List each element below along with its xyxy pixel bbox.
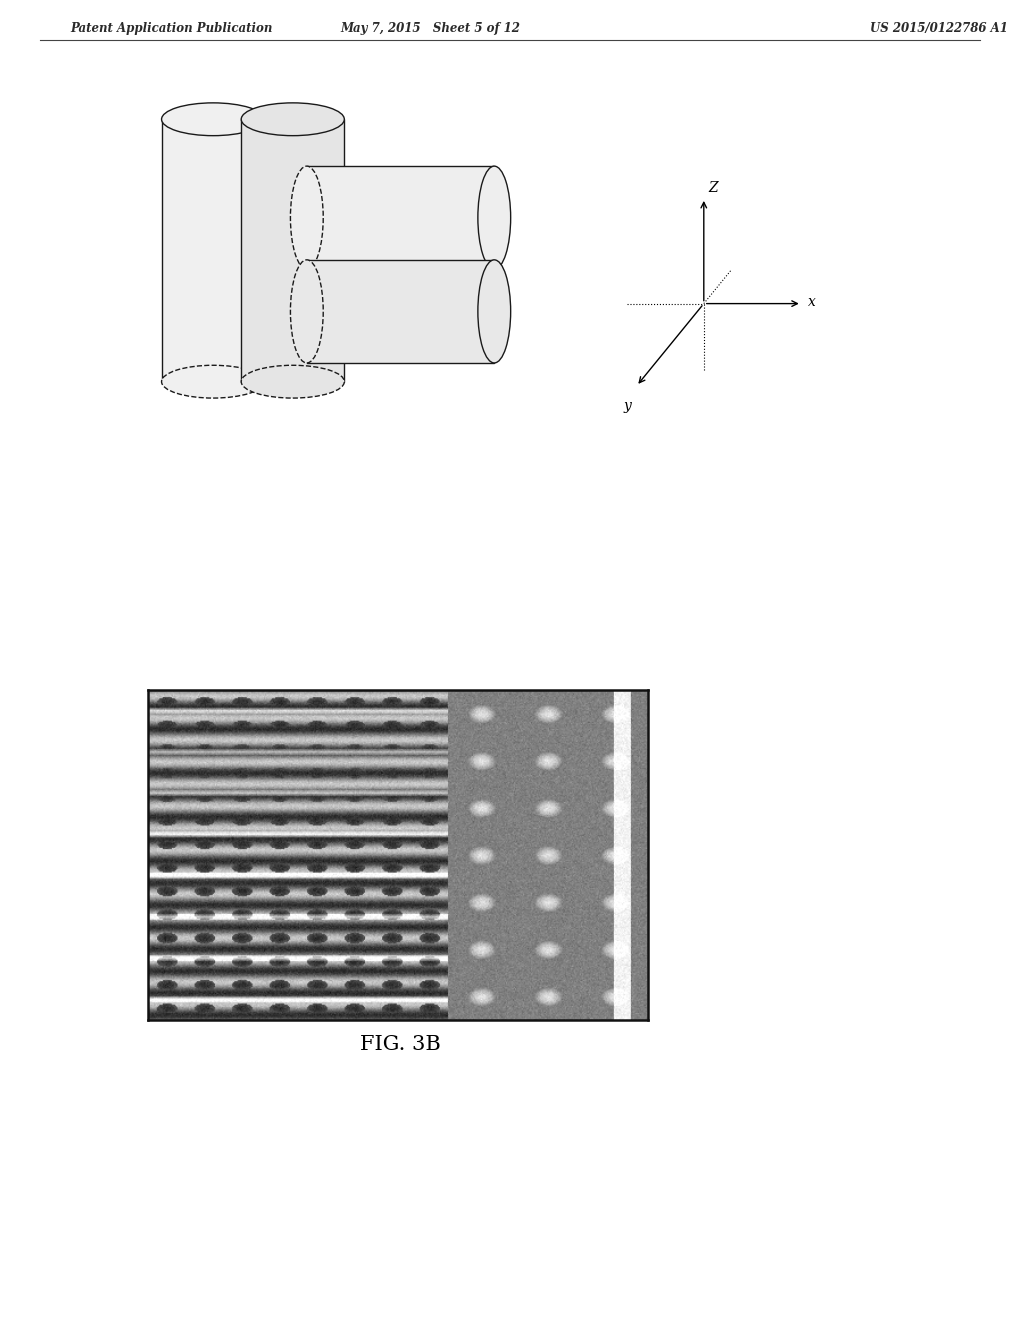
Ellipse shape xyxy=(161,366,264,399)
Text: FIG. 3B: FIG. 3B xyxy=(360,1035,440,1053)
Polygon shape xyxy=(307,260,494,363)
Text: Patent Application Publication: Patent Application Publication xyxy=(70,22,272,36)
Ellipse shape xyxy=(290,260,323,363)
Text: x: x xyxy=(807,294,815,309)
Text: FIG. 3A: FIG. 3A xyxy=(260,692,340,711)
Polygon shape xyxy=(161,119,264,381)
Ellipse shape xyxy=(240,103,344,136)
Ellipse shape xyxy=(477,166,511,269)
Ellipse shape xyxy=(161,103,264,136)
Text: Z: Z xyxy=(708,181,717,195)
Ellipse shape xyxy=(290,166,323,269)
Text: May 7, 2015   Sheet 5 of 12: May 7, 2015 Sheet 5 of 12 xyxy=(339,22,520,36)
Polygon shape xyxy=(307,166,494,269)
Ellipse shape xyxy=(240,366,344,399)
Polygon shape xyxy=(240,119,344,381)
Ellipse shape xyxy=(477,260,511,363)
Text: US 2015/0122786 A1: US 2015/0122786 A1 xyxy=(869,22,1007,36)
Text: y: y xyxy=(623,399,631,413)
